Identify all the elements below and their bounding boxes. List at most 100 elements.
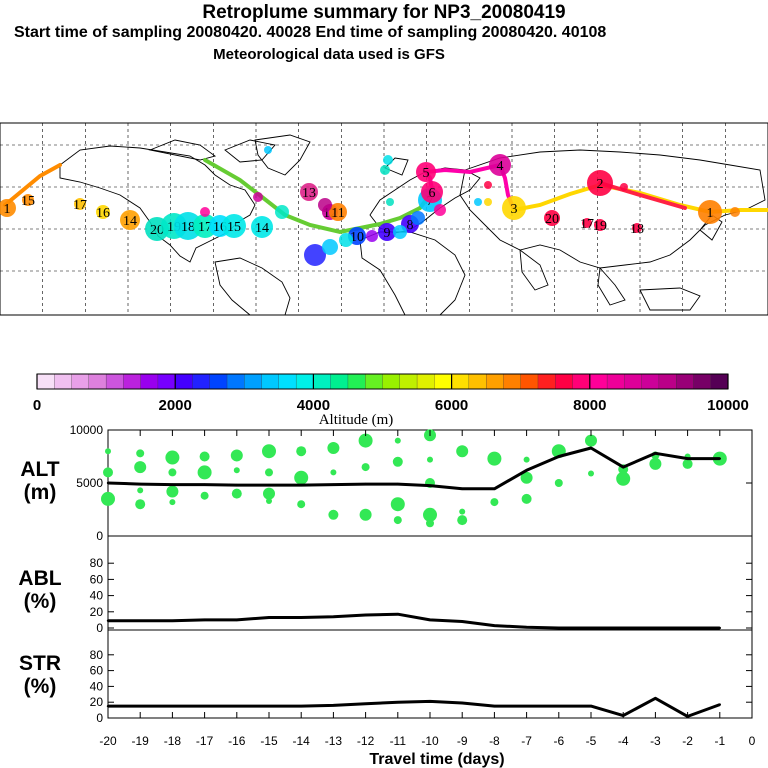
altitude-spread-point xyxy=(330,469,337,476)
plume-marker xyxy=(587,170,613,196)
colorbar-cell xyxy=(676,373,694,390)
sampling-times: Start time of sampling 20080420. 40028 E… xyxy=(14,24,607,41)
y-tick-label: 80 xyxy=(90,556,104,570)
colorbar-cell xyxy=(192,373,211,390)
plume-marker xyxy=(22,194,34,206)
colorbar-cell xyxy=(382,373,401,390)
x-tick-label: -1 xyxy=(714,734,725,748)
plume-marker xyxy=(0,199,16,217)
plume-blob xyxy=(386,198,394,206)
altitude-spread-point xyxy=(520,471,533,484)
colorbar-cell xyxy=(503,373,522,390)
x-tick-label: -10 xyxy=(421,734,439,748)
plume-blob xyxy=(620,183,628,191)
colorbar-cell xyxy=(226,373,245,390)
colorbar-cell xyxy=(537,373,556,390)
altitude-spread-point xyxy=(169,499,176,506)
series-point xyxy=(493,624,496,627)
colorbar-cell xyxy=(710,373,729,390)
plume-marker xyxy=(502,196,526,220)
series-line-STR xyxy=(108,696,721,718)
altitude-spread-point xyxy=(294,470,309,485)
x-tick-label: -18 xyxy=(164,734,182,748)
plume-marker-label: 19 xyxy=(593,219,607,234)
series-point xyxy=(364,613,367,617)
x-tick-label: -20 xyxy=(99,734,117,748)
x-tick-label: -14 xyxy=(293,734,311,748)
series-point xyxy=(654,626,657,630)
x-tick-label: -3 xyxy=(650,734,661,748)
colorbar-cell xyxy=(330,373,349,390)
altitude-spread-point xyxy=(393,516,402,525)
series-point xyxy=(396,701,399,704)
colorbar-cell xyxy=(451,373,470,390)
colorbar-cell xyxy=(105,373,124,390)
colorbar-tick-label: 0 xyxy=(33,397,41,414)
altitude-spread-point xyxy=(359,508,372,521)
x-tick-label: -9 xyxy=(457,734,468,748)
colorbar-tick-label: 8000 xyxy=(573,397,606,414)
altitude-spread-point xyxy=(134,461,147,474)
x-tick-label: -11 xyxy=(390,734,407,748)
plume-marker xyxy=(544,210,560,226)
colorbar-cell xyxy=(485,373,504,390)
plume-marker-label: 14 xyxy=(123,214,137,229)
colorbar-cell xyxy=(416,373,435,390)
colorbar-tick-label: 4000 xyxy=(297,397,330,414)
series-line-altitude xyxy=(107,446,720,491)
series-point xyxy=(332,704,335,707)
x-tick-label: -2 xyxy=(682,734,693,748)
altitude-spread-point xyxy=(105,448,111,455)
series-point xyxy=(332,483,335,486)
series-point xyxy=(718,703,721,706)
series-point xyxy=(235,704,238,708)
series-point xyxy=(654,697,657,700)
x-tick-label: -16 xyxy=(228,734,246,748)
alt-label: ALT xyxy=(20,458,59,481)
plume-blob xyxy=(318,198,332,212)
series-point xyxy=(525,625,528,629)
x-axis-label: Travel time (days) xyxy=(369,751,504,768)
plume-marker xyxy=(416,162,436,182)
altitude-spread-point xyxy=(390,497,405,512)
series-point xyxy=(461,620,464,623)
colorbar-cell xyxy=(347,373,366,390)
altitude-spread-point xyxy=(682,458,693,469)
series-point xyxy=(139,482,142,486)
plume-marker xyxy=(489,154,511,176)
plume-marker-label: 13 xyxy=(302,186,316,201)
altitude-spread-point xyxy=(358,433,373,448)
series-point xyxy=(203,704,206,708)
altitude-spread-point xyxy=(585,434,597,447)
y-tick-label: 10000 xyxy=(70,423,104,437)
plume-blob xyxy=(484,198,492,206)
colorbar-tick-label: 6000 xyxy=(435,397,468,414)
plume-marker xyxy=(74,198,86,210)
page-title: Retroplume summary for NP3_20080419 xyxy=(202,2,566,23)
plume-marker xyxy=(96,205,110,219)
altitude-spread-point xyxy=(459,508,466,515)
colorbar-cell xyxy=(209,373,228,390)
x-tick-label: -12 xyxy=(357,734,375,748)
plume-blob xyxy=(304,244,326,266)
series-point xyxy=(235,618,238,622)
altitude-spread-point xyxy=(487,451,502,466)
plume-blob xyxy=(380,165,390,175)
series-point xyxy=(589,704,593,708)
colorbar-cell xyxy=(624,373,643,390)
plume-marker-label: 8 xyxy=(407,218,414,233)
series-point xyxy=(203,618,206,622)
series-point xyxy=(203,483,206,486)
colorbar-cell xyxy=(399,373,418,390)
series-point xyxy=(300,483,303,487)
plume-marker-label: 17 xyxy=(580,217,594,232)
series-point xyxy=(139,704,142,708)
colorbar-cell xyxy=(658,373,677,390)
plume-marker xyxy=(378,223,396,241)
series-point xyxy=(106,704,110,708)
plume-marker xyxy=(421,181,443,203)
plume-marker xyxy=(174,212,202,240)
series-point xyxy=(589,446,593,450)
colorbar-cell xyxy=(244,373,263,390)
series-point xyxy=(267,616,271,619)
